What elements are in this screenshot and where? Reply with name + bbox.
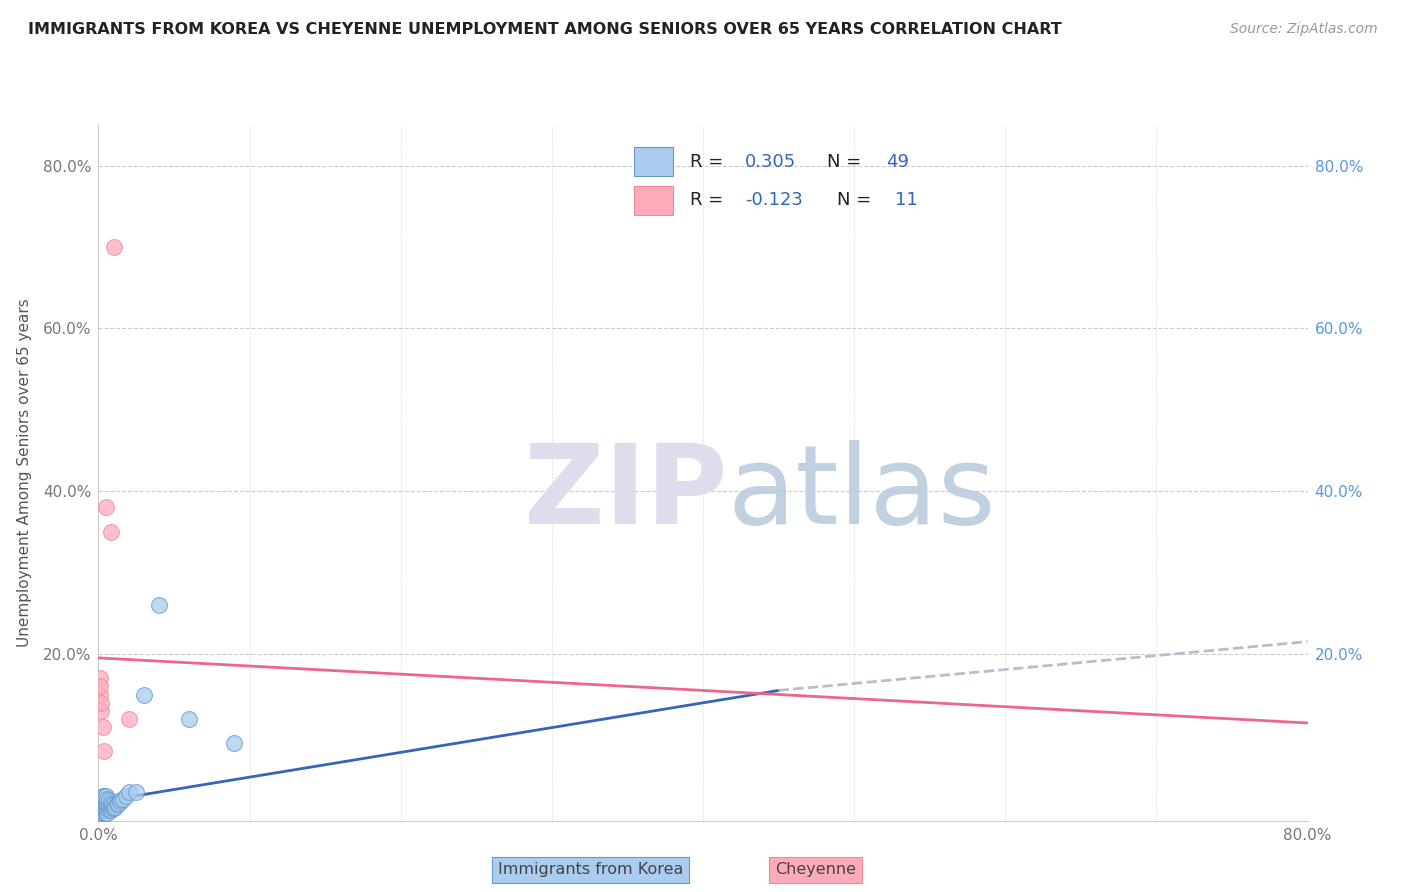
Point: [89, 797, 111, 812]
Point: [98, 799, 121, 814]
Point: [94, 803, 117, 817]
Point: [89, 805, 111, 820]
Point: [90, 696, 112, 710]
Point: [93, 801, 115, 815]
Point: [125, 785, 148, 799]
Point: [132, 688, 155, 702]
Point: [93, 793, 115, 807]
Point: [96, 801, 118, 815]
Point: [94, 500, 117, 515]
Point: [93, 744, 115, 758]
Point: [90, 797, 112, 812]
Point: [91, 803, 114, 817]
Text: Cheyenne: Cheyenne: [775, 863, 856, 877]
Text: Source: ZipAtlas.com: Source: ZipAtlas.com: [1230, 22, 1378, 37]
Point: [108, 795, 131, 809]
Point: [90, 805, 112, 820]
Point: [100, 524, 122, 539]
Point: [148, 598, 170, 612]
Text: Immigrants from Korea: Immigrants from Korea: [498, 863, 683, 877]
Point: [103, 801, 125, 815]
Point: [96, 797, 118, 812]
Point: [110, 793, 132, 807]
Point: [98, 793, 121, 807]
Point: [100, 795, 122, 809]
Point: [179, 712, 201, 726]
Point: [94, 789, 117, 804]
Point: [89, 671, 111, 685]
Point: [100, 803, 122, 817]
Text: ZIP: ZIP: [524, 440, 727, 547]
Point: [111, 791, 134, 805]
Y-axis label: Unemployment Among Seniors over 65 years: Unemployment Among Seniors over 65 years: [17, 299, 32, 647]
Point: [104, 799, 127, 814]
Point: [89, 679, 111, 693]
Point: [96, 805, 118, 820]
Point: [118, 712, 141, 726]
Point: [118, 785, 141, 799]
Point: [224, 736, 246, 750]
Point: [107, 797, 129, 812]
Point: [89, 688, 111, 702]
Point: [101, 797, 124, 812]
Point: [91, 805, 114, 820]
Text: atlas: atlas: [727, 440, 995, 547]
Point: [94, 805, 117, 820]
Point: [101, 801, 124, 815]
Point: [91, 795, 114, 809]
Point: [91, 799, 114, 814]
Point: [93, 797, 115, 812]
Point: [96, 791, 118, 805]
Point: [90, 801, 112, 815]
Point: [91, 789, 114, 804]
Point: [100, 799, 122, 814]
Point: [89, 801, 111, 815]
Point: [91, 720, 114, 734]
Point: [103, 797, 125, 812]
Point: [90, 793, 112, 807]
Point: [93, 789, 115, 804]
Point: [105, 797, 128, 812]
Point: [98, 803, 121, 817]
Point: [94, 795, 117, 809]
Point: [94, 799, 117, 814]
Point: [114, 789, 136, 804]
Point: [90, 704, 112, 718]
Text: IMMIGRANTS FROM KOREA VS CHEYENNE UNEMPLOYMENT AMONG SENIORS OVER 65 YEARS CORRE: IMMIGRANTS FROM KOREA VS CHEYENNE UNEMPL…: [28, 22, 1062, 37]
Point: [103, 240, 125, 254]
Point: [93, 805, 115, 820]
